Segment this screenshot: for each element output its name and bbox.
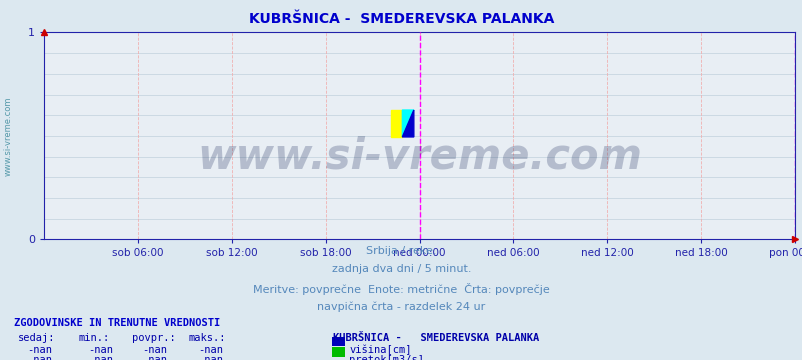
Text: -nan: -nan <box>198 355 223 360</box>
Text: -nan: -nan <box>88 355 113 360</box>
Polygon shape <box>402 110 413 137</box>
Text: višina[cm]: višina[cm] <box>349 345 411 355</box>
Text: min.:: min.: <box>79 333 110 343</box>
Text: www.si-vreme.com: www.si-vreme.com <box>4 96 13 176</box>
Text: pretok[m3/s]: pretok[m3/s] <box>349 355 423 360</box>
Text: Srbija / reke.: Srbija / reke. <box>366 246 436 256</box>
Text: KUBRŠNICA -  SMEDEREVSKA PALANKA: KUBRŠNICA - SMEDEREVSKA PALANKA <box>249 12 553 26</box>
Text: povpr.:: povpr.: <box>132 333 176 343</box>
Text: -nan: -nan <box>27 355 52 360</box>
Text: -nan: -nan <box>142 355 167 360</box>
Bar <box>391 110 402 137</box>
Text: -nan: -nan <box>88 345 113 355</box>
Text: ZGODOVINSKE IN TRENUTNE VREDNOSTI: ZGODOVINSKE IN TRENUTNE VREDNOSTI <box>14 318 221 328</box>
Text: -nan: -nan <box>27 345 52 355</box>
Text: www.si-vreme.com: www.si-vreme.com <box>196 136 642 177</box>
Text: -nan: -nan <box>198 345 223 355</box>
Text: sedaj:: sedaj: <box>18 333 55 343</box>
Polygon shape <box>402 110 413 137</box>
Text: -nan: -nan <box>142 345 167 355</box>
Text: KUBRŠNICA -   SMEDEREVSKA PALANKA: KUBRŠNICA - SMEDEREVSKA PALANKA <box>333 333 539 343</box>
Text: Meritve: povprečne  Enote: metrične  Črta: povprečje: Meritve: povprečne Enote: metrične Črta:… <box>253 283 549 295</box>
Text: zadnja dva dni / 5 minut.: zadnja dva dni / 5 minut. <box>331 264 471 274</box>
Text: maks.:: maks.: <box>188 333 226 343</box>
Text: navpična črta - razdelek 24 ur: navpična črta - razdelek 24 ur <box>317 302 485 312</box>
